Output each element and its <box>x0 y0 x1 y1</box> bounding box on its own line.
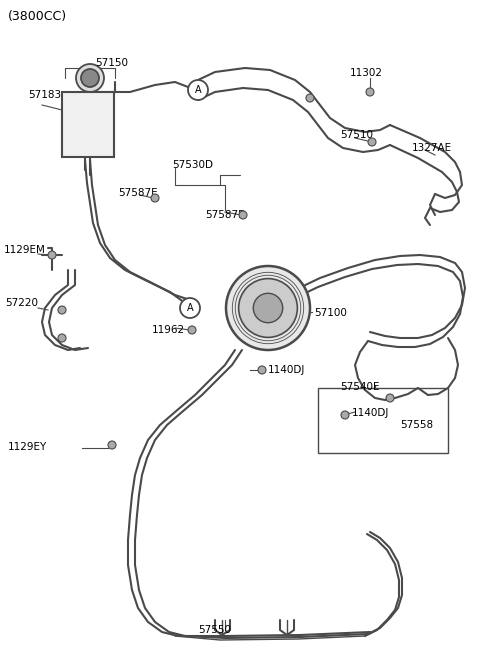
Text: 1129EM: 1129EM <box>4 245 46 255</box>
Text: 57530D: 57530D <box>172 160 213 170</box>
Circle shape <box>151 194 159 202</box>
Circle shape <box>239 279 298 337</box>
Text: (3800CC): (3800CC) <box>8 10 67 23</box>
Circle shape <box>226 266 310 350</box>
Circle shape <box>239 211 247 219</box>
Circle shape <box>58 334 66 342</box>
Text: 1140DJ: 1140DJ <box>268 365 305 375</box>
Text: 57558: 57558 <box>400 420 433 430</box>
Text: 1129EY: 1129EY <box>8 442 47 452</box>
Text: 57510: 57510 <box>340 130 373 140</box>
Circle shape <box>366 88 374 96</box>
Text: 1140DJ: 1140DJ <box>352 408 389 418</box>
Circle shape <box>368 138 376 146</box>
Text: 57183: 57183 <box>28 90 61 100</box>
Text: 57540E: 57540E <box>340 382 380 392</box>
Text: 57150: 57150 <box>95 58 128 68</box>
Text: A: A <box>195 85 201 95</box>
Text: 57550: 57550 <box>198 625 231 635</box>
Text: 57587E: 57587E <box>118 188 157 198</box>
Text: A: A <box>187 303 193 313</box>
Bar <box>318 388 448 453</box>
Circle shape <box>48 251 56 259</box>
Text: 57220: 57220 <box>5 298 38 308</box>
Circle shape <box>258 366 266 374</box>
Circle shape <box>341 411 349 419</box>
Text: 57587E: 57587E <box>205 210 245 220</box>
Circle shape <box>108 441 116 449</box>
Circle shape <box>81 69 99 87</box>
Text: 1327AE: 1327AE <box>412 143 452 153</box>
Circle shape <box>76 64 104 92</box>
Bar <box>62 92 114 157</box>
Circle shape <box>180 298 200 318</box>
Circle shape <box>58 306 66 314</box>
Circle shape <box>306 94 314 102</box>
Text: 11302: 11302 <box>350 68 383 78</box>
Circle shape <box>386 394 394 402</box>
Circle shape <box>253 293 283 323</box>
Circle shape <box>188 80 208 100</box>
Text: 11962: 11962 <box>152 325 185 335</box>
Circle shape <box>188 326 196 334</box>
Text: 57100: 57100 <box>314 308 347 318</box>
